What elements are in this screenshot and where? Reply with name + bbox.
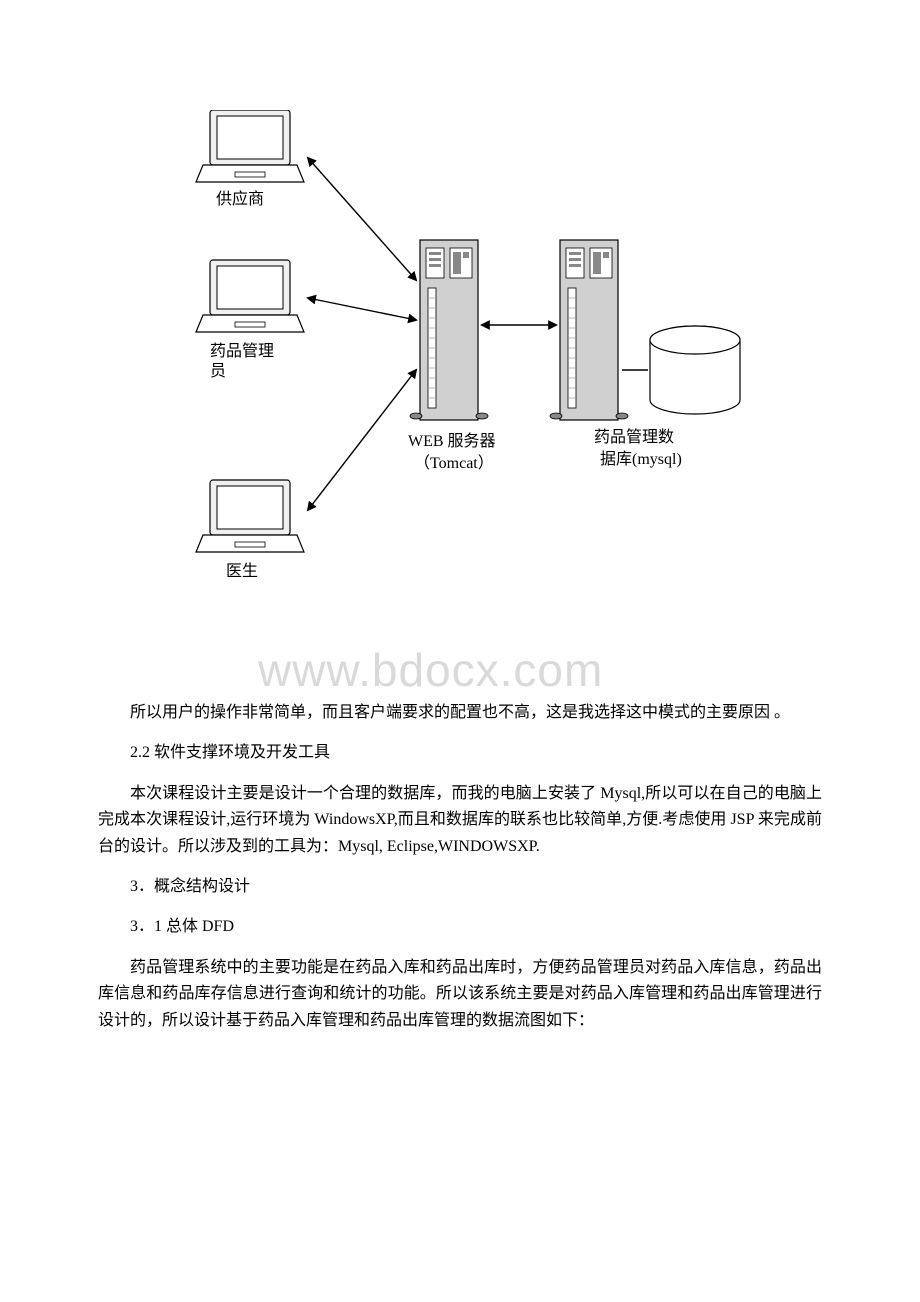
- label-web-l1: WEB 服务器: [408, 432, 496, 453]
- label-admin-l1: 药品管理: [210, 342, 274, 363]
- paragraph-1: 所以用户的操作非常简单，而且客户端要求的配置也不高，这是我选择这中模式的主要原因…: [98, 700, 822, 726]
- watermark: www.bdocx.com: [258, 643, 603, 697]
- paragraph-2: 本次课程设计主要是设计一个合理的数据库，而我的电脑上安装了 Mysql,所以可以…: [98, 781, 822, 860]
- label-web-l2: （Tomcat）: [414, 454, 494, 475]
- body-text: 所以用户的操作非常简单，而且客户端要求的配置也不高，这是我选择这中模式的主要原因…: [98, 700, 822, 1048]
- label-db-l2: 据库(mysql): [600, 450, 682, 471]
- paragraph-3: 药品管理系统中的主要功能是在药品入库和药品出库时，方便药品管理员对药品入库信息，…: [98, 955, 822, 1034]
- heading-3-1: 3．1 总体 DFD: [98, 914, 822, 940]
- label-db-l1: 药品管理数: [594, 428, 674, 449]
- label-doctor: 医生: [226, 562, 258, 583]
- label-supplier: 供应商: [216, 190, 264, 211]
- heading-3: 3．概念结构设计: [98, 874, 822, 900]
- label-admin-l2: 员: [210, 362, 226, 383]
- heading-2-2: 2.2 软件支撑环境及开发工具: [98, 740, 822, 766]
- architecture-diagram: 供应商 药品管理 员 医生 WEB 服务器 （Tomcat） 药品管理数 据库(…: [180, 110, 800, 650]
